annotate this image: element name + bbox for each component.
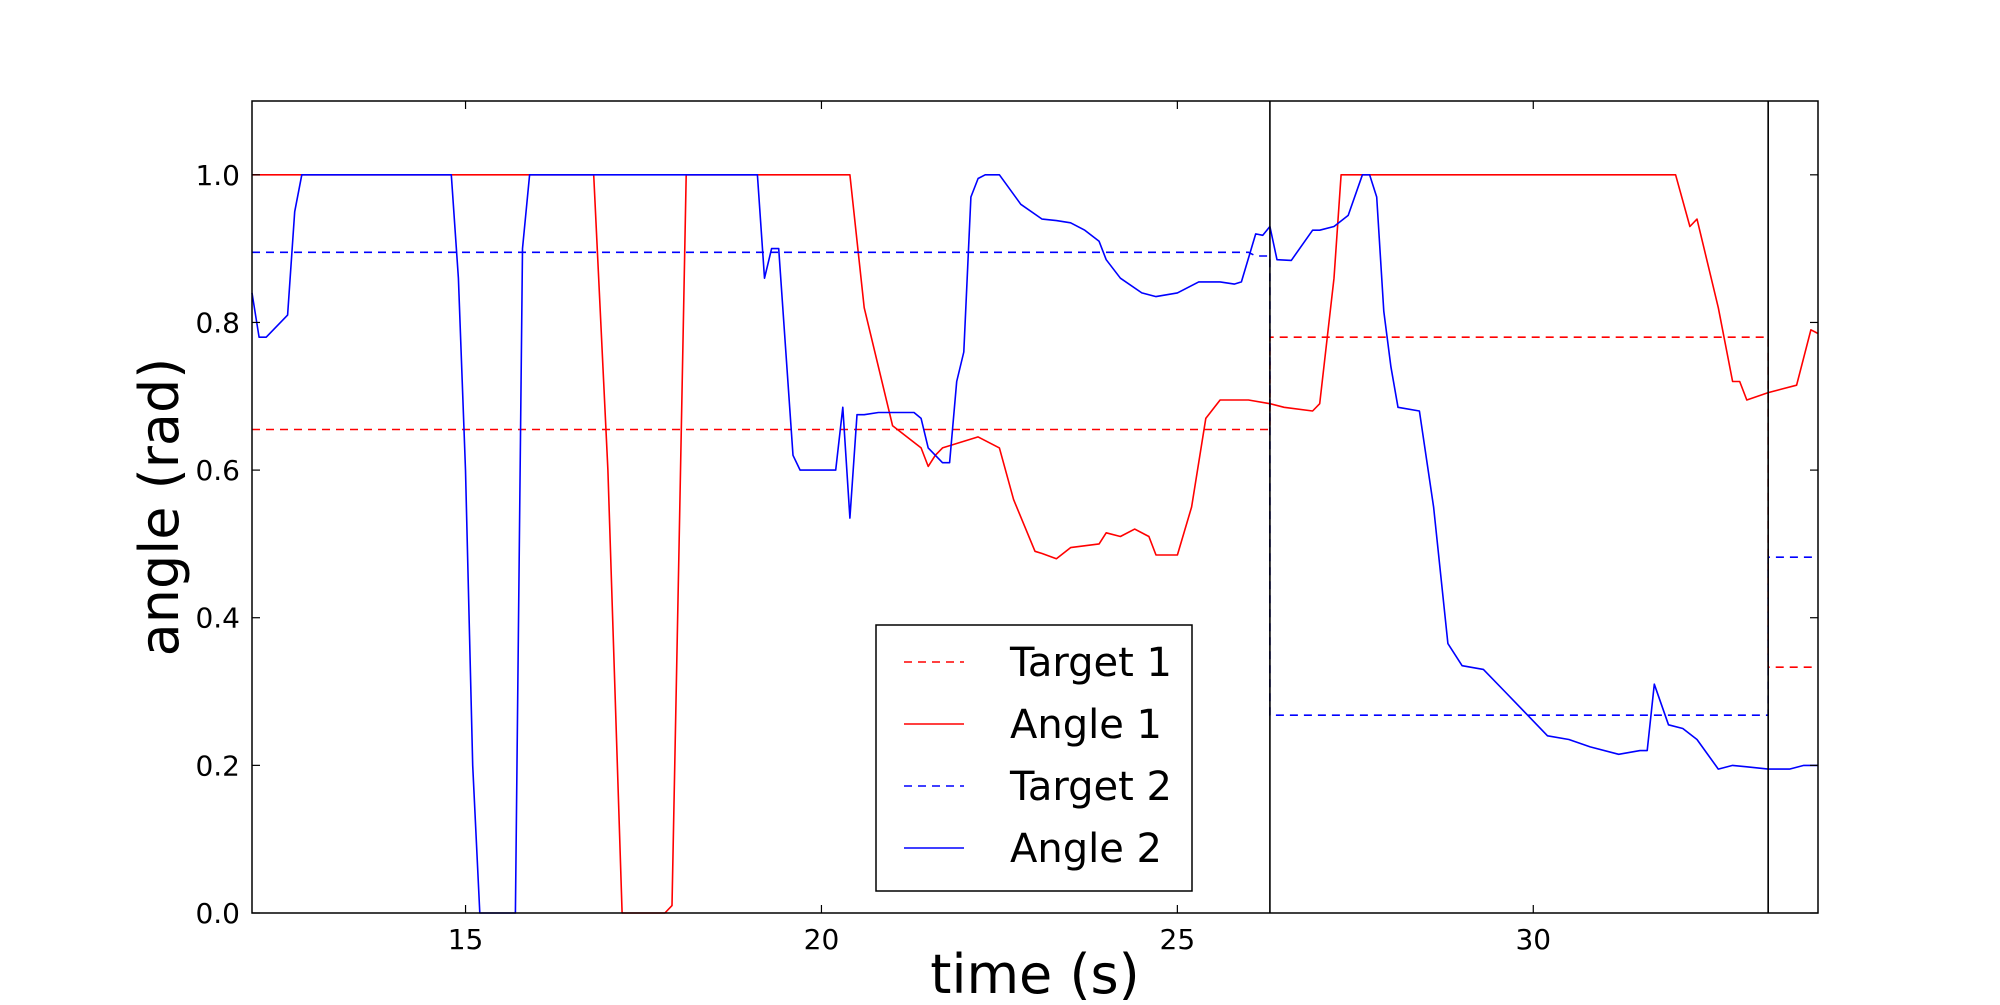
x-tick-label: 25 <box>1160 923 1196 956</box>
legend-box <box>875 624 1193 892</box>
x-tick-label: 20 <box>804 923 840 956</box>
y-tick-label: 0.2 <box>195 749 240 782</box>
legend-label: Target 1 <box>1009 640 1172 686</box>
x-axis: 15 20 25 30 <box>448 101 1551 956</box>
y-axis-title: angle (rad) <box>128 358 191 657</box>
legend-label: Angle 2 <box>1010 826 1162 872</box>
y-axis: 0.0 0.2 0.4 0.6 0.8 1.0 <box>195 159 1818 930</box>
y-tick-label: 1.0 <box>195 159 240 192</box>
legend-label: Target 2 <box>1009 764 1172 810</box>
x-axis-title: time (s) <box>930 943 1139 1005</box>
series-line-2 <box>252 174 1819 914</box>
vertical-lines <box>1269 101 1769 913</box>
plot-frame <box>251 100 1819 914</box>
legend-label: Angle 1 <box>1010 702 1162 748</box>
y-tick-label: 0.4 <box>195 602 240 635</box>
series-line-4 <box>251 174 1818 914</box>
x-tick-label: 30 <box>1515 923 1551 956</box>
x-tick-label: 15 <box>448 923 484 956</box>
y-tick-label: 0.0 <box>195 897 240 930</box>
y-tick-label: 0.8 <box>195 306 240 339</box>
legend: Target 1 Angle 1 Target 2 Angle 2 <box>875 624 1193 892</box>
series-line-1 <box>252 336 1818 669</box>
y-tick-label: 0.6 <box>195 454 240 487</box>
